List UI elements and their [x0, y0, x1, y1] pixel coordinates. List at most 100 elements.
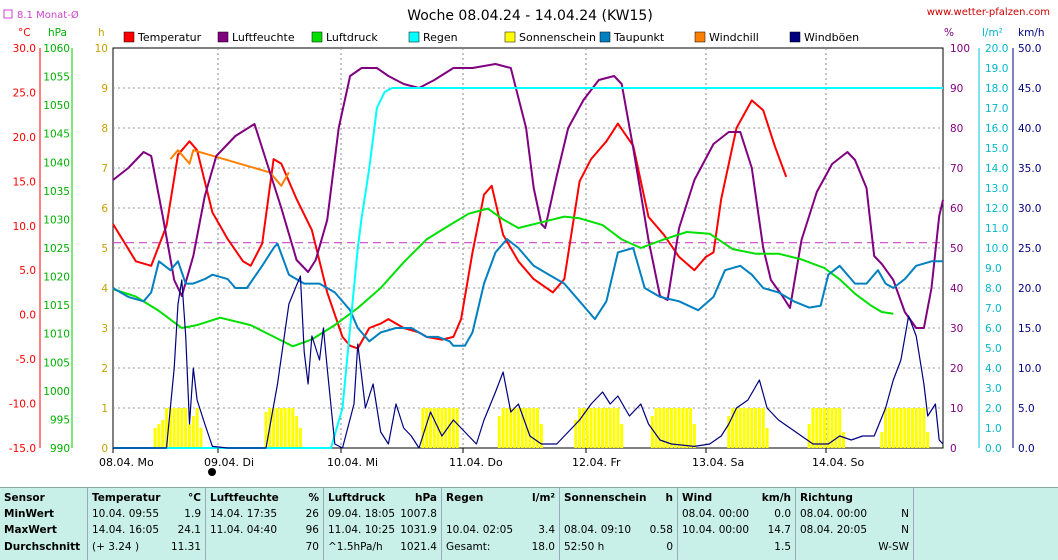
- sunshine-bar: [604, 408, 608, 448]
- stats-avg-time: Gesamt:: [446, 541, 491, 553]
- stats-col-sonnenschein: Sonnenschein h 08.04. 09:10 0.58 52:50 h 0: [560, 488, 678, 560]
- sunshine-bar: [910, 408, 914, 448]
- sunshine-bar: [157, 424, 161, 448]
- sunshine-bar: [880, 432, 884, 448]
- stats-max: 11.04. 04:40 96: [210, 524, 319, 538]
- legend-swatch: [599, 31, 611, 43]
- hpa-tick: 1060: [43, 43, 70, 55]
- rain-tick: 17.0: [985, 103, 1008, 115]
- sunshine-bar: [578, 408, 582, 448]
- hpa-tick: 1030: [43, 214, 70, 226]
- sunshine-bar: [505, 408, 509, 448]
- stats-header: Regen l/m²: [446, 492, 555, 506]
- rain-tick: 10.0: [985, 243, 1008, 255]
- stats-max-time: 08.04. 09:10: [564, 524, 631, 536]
- unit-temp: °C: [18, 27, 31, 39]
- stats-max-value: 3.4: [538, 524, 555, 536]
- stats-col-temperatur: Temperatur °C 10.04. 09:55 1.9 14.04. 16:05 2…: [88, 488, 206, 560]
- stats-min-value: 26: [305, 508, 319, 520]
- avg-legend-icon: [3, 9, 13, 19]
- wind-tick: 45.0: [1018, 83, 1041, 95]
- sunshine-bar: [440, 408, 444, 448]
- stats-avg-value: 70: [305, 541, 319, 553]
- stats-max-time: 11.04. 10:25: [328, 524, 395, 536]
- stats-header-label: Sonnenschein: [564, 492, 647, 504]
- stats-min-value: 0.0: [774, 508, 791, 520]
- stats-avg: 1.5: [682, 541, 791, 555]
- sunshine-bar: [685, 408, 689, 448]
- temp-tick: 10.0: [13, 221, 36, 233]
- rain-tick: 12.0: [985, 203, 1008, 215]
- legend-label: Temperatur: [137, 31, 202, 44]
- stats-avg-value: 1021.4: [400, 541, 437, 553]
- stats-min: [564, 508, 673, 522]
- wind-tick: 25.0: [1018, 243, 1041, 255]
- sunshine-bar: [153, 428, 157, 448]
- unit-hpa: hPa: [48, 27, 67, 39]
- website-link[interactable]: www.wetter-pfalzen.com: [927, 7, 1050, 18]
- legend-label: Regen: [423, 31, 458, 44]
- sunshine-bar: [899, 408, 903, 448]
- temp-tick: 0.0: [19, 310, 36, 322]
- pct-tick: 40: [950, 283, 963, 295]
- moon-phase-icon: [208, 468, 216, 476]
- sunshine-bar: [287, 408, 291, 448]
- stats-min-time: 14.04. 17:35: [210, 508, 277, 520]
- sunshine-bar: [731, 408, 735, 448]
- temp-tick: -5.0: [16, 354, 37, 366]
- rain-tick: 9.0: [985, 263, 1002, 275]
- sunshine-bar: [497, 416, 501, 448]
- unit-h: h: [98, 27, 105, 39]
- sunshine-bar: [536, 408, 540, 448]
- stats-avg: 70: [210, 541, 319, 555]
- sunshine-bar: [826, 408, 830, 448]
- sunshine-bar: [455, 408, 459, 448]
- sunshine-bar: [842, 432, 846, 448]
- sunshine-bar: [907, 408, 911, 448]
- stats-avg-time: 52:50 h: [564, 541, 605, 553]
- rain-tick: 7.0: [985, 303, 1002, 315]
- sunshine-bars: [153, 408, 930, 448]
- sunshine-bar: [272, 408, 276, 448]
- stats-header: Richtung: [800, 492, 909, 506]
- stats-avg: ^1.5hPa/h 1021.4: [328, 541, 437, 555]
- sunshine-bar: [448, 408, 452, 448]
- sunshine-bar: [620, 424, 624, 448]
- stats-min-time: 08.04. 00:00: [682, 508, 749, 520]
- sunshine-bar: [168, 408, 172, 448]
- sunshine-bar: [895, 408, 899, 448]
- stats-avg: Gesamt: 18.0: [446, 541, 555, 555]
- stats-max-time: 08.04. 20:05: [800, 524, 867, 536]
- temp-tick: 15.0: [13, 176, 36, 188]
- day-label: 10.04. Mi: [327, 456, 378, 469]
- sunshine-bar: [574, 420, 578, 448]
- sunshine-bar: [650, 416, 654, 448]
- sunshine-bar: [761, 408, 765, 448]
- stats-header: Sonnenschein h: [564, 492, 673, 506]
- legend-label: Luftfeuchte: [232, 31, 295, 44]
- h-tick: 9: [101, 83, 108, 95]
- sunshine-bar: [838, 408, 842, 448]
- temp-tick: 5.0: [19, 265, 36, 277]
- sunshine-bar: [887, 408, 891, 448]
- stats-avg-value: W-SW: [878, 541, 909, 553]
- hpa-tick: 1055: [43, 72, 70, 84]
- series-temperatur: [112, 99, 788, 350]
- rain-tick: 2.0: [985, 403, 1002, 415]
- pct-tick: 20: [950, 363, 963, 375]
- stats-max-time: 11.04. 04:40: [210, 524, 277, 536]
- sunshine-bar: [524, 408, 528, 448]
- stats-header-unit: hPa: [415, 492, 437, 504]
- sunshine-bar: [528, 408, 532, 448]
- legend-label: Windchill: [709, 31, 759, 44]
- day-label: 08.04. Mo: [99, 456, 154, 469]
- stats-header: Luftdruck hPa: [328, 492, 437, 506]
- legend-label: Luftdruck: [326, 31, 378, 44]
- sunshine-bar: [918, 408, 922, 448]
- sunshine-bar: [727, 416, 731, 448]
- pct-tick: 80: [950, 123, 963, 135]
- hpa-tick: 1040: [43, 157, 70, 169]
- sunshine-bar: [742, 408, 746, 448]
- temp-tick: 30.0: [13, 43, 36, 55]
- wind-tick: 5.0: [1018, 403, 1035, 415]
